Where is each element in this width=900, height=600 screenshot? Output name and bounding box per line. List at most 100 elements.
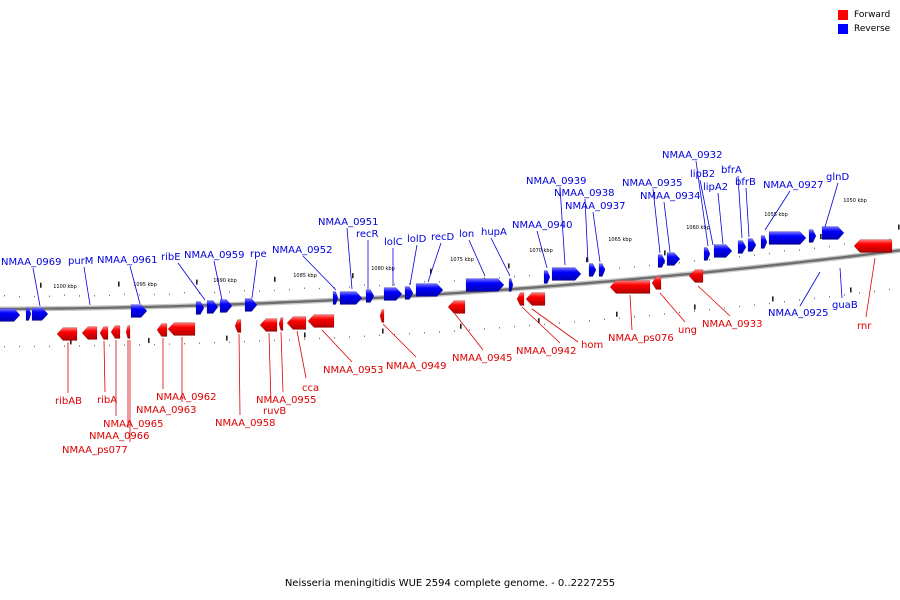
tick-dot [304,338,305,340]
tick-dot [214,342,215,344]
gene-label-nmaa-0959: NMAA_0959 [184,250,245,261]
tick-dot [709,258,710,261]
leader-line [382,323,417,358]
forward-gene-arrow [156,323,168,337]
tick-dot [289,339,290,341]
tick-dot [649,314,650,317]
gene-label-recr: recR [356,229,379,240]
tick-mark [820,233,822,239]
backbone-line [0,249,900,311]
tick-dot [529,274,530,277]
tick-dot [664,313,665,315]
gene-label-nmaa-0961: NMAA_0961 [97,255,158,266]
tick-mark [148,337,150,343]
tick-dot [334,287,335,289]
reverse-gene-arrow [332,291,339,305]
scale-label-1070-kbp: 1070 kbp [529,248,553,254]
gene-label-nmaa-ps076: NMAA_ps076 [608,333,674,344]
gene-label-nmaa-0937: NMAA_0937 [565,201,626,212]
tick-mark [430,268,432,274]
forward-gene-arrow [56,327,78,341]
leader-line [238,333,241,416]
legend-label-reverse: Reverse [854,24,891,34]
forward-gene-arrow [167,322,196,336]
leader-line [659,292,686,323]
tick-dot [739,305,740,308]
leader-line [346,227,353,290]
leader-line [409,244,418,286]
tick-dot [769,302,770,305]
tick-dot [454,280,455,282]
leader-line [103,340,106,393]
tick-dot [244,289,245,292]
forward-gene-arrow [99,326,109,340]
tick-dot [49,345,50,348]
tick-dot [559,322,560,324]
reverse-gene-arrow [465,278,505,292]
scale-label-1080-kbp: 1080 kbp [371,266,395,272]
reverse-gene-arrow [130,304,148,318]
tick-dot [154,343,155,346]
tick-dot [199,342,200,344]
gene-label-nmaa-0939: NMAA_0939 [526,176,587,187]
gene-label-purm: purM [68,256,93,267]
tick-mark [226,335,228,341]
gene-label-guab: guaB [832,300,858,311]
tick-dot [574,321,575,323]
forward-gene-arrow [447,300,466,314]
leader-line [652,188,661,254]
tick-dot [349,336,350,338]
tick-dot [19,295,20,298]
tick-dot [469,329,470,331]
gene-labels: NMAA_0969 purM NMAA_0961 ribE NMAA_0959 rpe NM… [1,150,876,456]
leader-line [824,182,839,228]
reverse-gene-arrow [543,270,551,284]
scale-marks: 1100 kbp 1095 kbp 1090 kbp 1085 kbp 1080 kbp… [4,198,900,348]
tick-dot [139,344,140,346]
leader-line [468,239,486,277]
tick-dot [679,311,680,314]
tick-dot [814,297,815,300]
scale-label-1060-kbp: 1060 kbp [686,225,710,231]
gene-label-hupa: hupA [481,227,507,238]
tick-dot [319,287,320,290]
gene-label-lolc: lolC [384,237,403,248]
forward-gene-arrow [688,269,704,283]
tick-dot [319,337,320,340]
leader-line [531,308,579,343]
tick-dot [499,327,500,329]
leader-line [280,331,284,393]
gene-label-bfrb: bfrB [735,177,756,188]
tick-dot [634,316,635,318]
tick-dot [304,287,305,289]
gene-label-cca: cca [302,383,319,394]
tick-dot [364,284,365,286]
gene-label-nmaa-0932: NMAA_0932 [662,150,723,161]
tick-dot [799,249,800,251]
tick-dot [364,335,365,337]
scale-label-1095-kbp: 1095 kbp [133,282,157,288]
gene-label-nmaa-0949: NMAA_0949 [386,361,447,372]
tick-dot [754,304,755,306]
tick-dot [889,238,890,241]
reverse-gene-arrow [666,252,681,266]
gene-label-nmaa-0951: NMAA_0951 [318,217,379,228]
reverse-gene-arrow [588,263,597,277]
tick-dot [169,293,170,295]
tick-dot [724,307,725,309]
gene-label-nmaa-0966: NMAA_0966 [89,431,150,442]
tick-dot [829,245,830,248]
tick-dot [94,345,95,347]
gene-label-ung: ung [678,325,697,336]
tick-dot [484,277,485,279]
leader-line [521,306,561,344]
tick-mark [898,224,900,230]
tick-dot [874,290,875,292]
tick-dot [274,339,275,342]
reverse-gene-arrow [737,240,747,254]
tick-dot [109,294,110,297]
reverse-gene-arrow [821,226,845,240]
leader-line [839,267,843,299]
tick-dot [229,291,230,293]
tick-dot [64,345,65,347]
